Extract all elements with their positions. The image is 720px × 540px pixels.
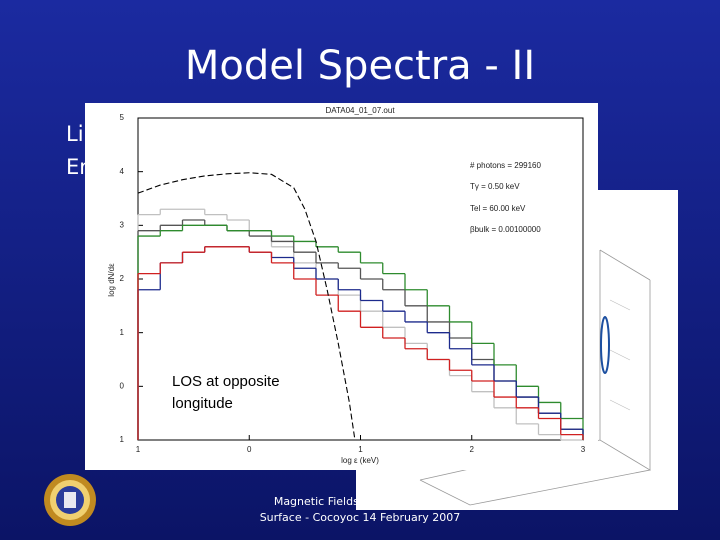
- caption: longitude: [172, 395, 233, 412]
- plot-title: DATA04_01_07.out: [325, 106, 395, 115]
- x-tick-label: 3: [581, 445, 586, 454]
- bullet: Li: [66, 122, 84, 146]
- thermal-curve: [137, 172, 356, 441]
- footer: Surface - Cocoyoc 14 February 2007: [260, 511, 461, 524]
- y-tick-label: 2: [120, 274, 125, 283]
- y-tick-label: 1: [120, 435, 125, 444]
- annotation: # photons = 299160: [470, 161, 542, 170]
- x-tick-label: 2: [470, 445, 475, 454]
- plot-image: [85, 103, 598, 470]
- annotation: Tγ = 0.50 keV: [470, 182, 520, 191]
- annotation: βbulk = 0.00100000: [470, 225, 541, 234]
- annotation: Tel = 60.00 keV: [470, 204, 526, 213]
- x-tick-label: 1: [136, 445, 141, 454]
- slide-title: Model Spectra - II: [185, 43, 535, 89]
- plot: 1 0 1 2 3 1 0 1 2 3 4 5: [120, 113, 586, 454]
- logo: [44, 474, 96, 526]
- x-tick-label: 0: [247, 445, 252, 454]
- caption: LOS at opposite: [172, 373, 280, 390]
- x-axis-label: log ε (keV): [341, 456, 379, 465]
- y-tick-label: 1: [120, 328, 125, 337]
- y-tick-label: 4: [120, 167, 125, 176]
- y-tick-label: 5: [120, 113, 125, 122]
- y-tick-label: 0: [120, 381, 125, 390]
- x-tick-label: 1: [358, 445, 363, 454]
- y-axis-label: log dN/dε: [107, 263, 116, 297]
- y-tick-label: 3: [120, 220, 125, 229]
